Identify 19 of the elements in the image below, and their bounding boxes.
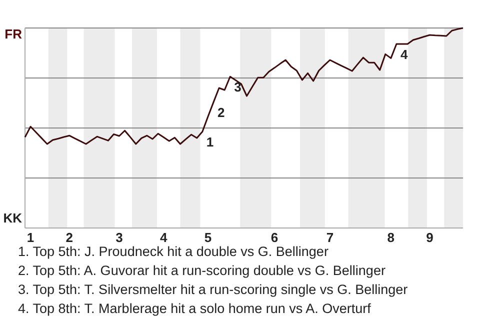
x-tick-label: 8 — [387, 230, 395, 245]
x-tick-label: 2 — [66, 230, 73, 245]
x-tick-label: 5 — [204, 230, 212, 245]
x-tick-label: 3 — [116, 230, 123, 245]
text: 2. Top 5th: A. Guvorar hit a run-scoring double vs G. Bellinger — [18, 263, 386, 278]
x-tick-label: 1 — [26, 230, 34, 245]
annotation: 2 — [218, 105, 225, 120]
annotation: 1 — [206, 134, 214, 150]
x-tick-label: 7 — [326, 230, 334, 245]
annotation: 4 — [400, 47, 408, 62]
text: 3. Top 5th: T. Silversmelter hit a run-scoring single vs G. Bellinger — [18, 282, 408, 297]
x-tick-label: 6 — [270, 230, 278, 245]
text: 4. Top 8th: T. Marblerage hit a solo home run vs A. Overturf — [18, 301, 372, 316]
x-tick-label: 9 — [426, 230, 434, 245]
text: 1. Top 5th: J. Proudneck hit a double vs G. Bellinger — [18, 244, 329, 259]
text: FR — [4, 26, 23, 42]
text: KK — [3, 210, 23, 226]
x-tick-label: 4 — [160, 230, 168, 245]
annotation: 3 — [234, 80, 242, 95]
